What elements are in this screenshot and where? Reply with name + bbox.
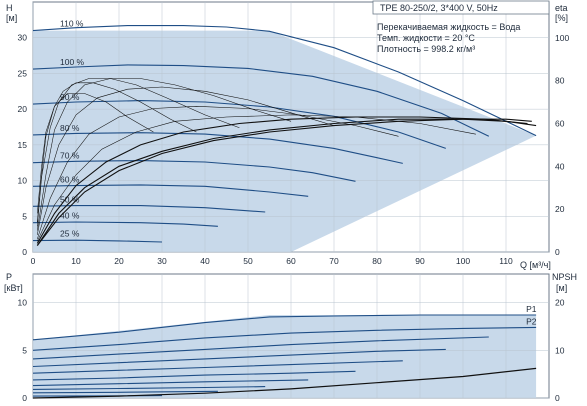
pump-curve-label: 80 % (60, 123, 80, 133)
power-curve-p2 (32, 326, 537, 351)
top-panel: 110 % 100 % 90 % 80 % 70 % 60 % 50 % 40 % 25 % 0… (6, 0, 570, 270)
power-curve-label: P2 (526, 316, 537, 326)
x-tick-label: 80 (372, 256, 382, 266)
npsh-tick-label: 10 (555, 345, 565, 355)
npsh-line (32, 367, 537, 399)
pump-curve-label: 40 % (60, 211, 80, 221)
pump-curve-label: 25 % (60, 229, 80, 239)
x-tick-label: 30 (157, 256, 167, 266)
pump-curve-label: 110 % (60, 19, 84, 29)
eta-axis-unit: [%] (555, 13, 568, 23)
chart-title: TPE 80-250/2, 3*400 V, 50Hz (380, 3, 498, 13)
head-tick-label: 5 (22, 211, 27, 221)
temperature-annotation: Темп. жидкости = 20 °C (377, 33, 475, 43)
pump-curve-label: 90 % (60, 92, 80, 102)
fluid-annotation: Перекачиваемая жидкость = Вода (377, 22, 520, 32)
power-curve (32, 360, 403, 374)
eta-tick-label: 20 (555, 204, 565, 214)
head-axis-name: H (6, 3, 13, 13)
pump-curve-label: 70 % (60, 151, 80, 161)
x-tick-label: 70 (329, 256, 339, 266)
x-tick-label: 100 (456, 256, 470, 266)
eta-axis-name: eta (555, 3, 568, 13)
power-area (33, 315, 537, 398)
efficiency-curves (36, 78, 537, 246)
npsh-curve (32, 367, 537, 399)
power-curve-p1 (32, 314, 537, 341)
pump-curve-label: 100 % (60, 57, 85, 67)
pump-curve-70 (32, 160, 356, 182)
eta-tick-label: 0 (555, 247, 560, 257)
power-curve-label: P1 (526, 304, 537, 314)
eta-tick-label: 100 (555, 33, 569, 43)
efficiency-curve (37, 93, 154, 214)
head-tick-label: 15 (18, 140, 28, 150)
head-axis-unit: [м] (6, 13, 17, 23)
pump-curve-110 (32, 25, 537, 137)
x-tick-label: 0 (31, 256, 36, 266)
head-tick-label: 20 (18, 104, 28, 114)
power-tick-label: 5 (22, 345, 27, 355)
head-tick-label: 10 (18, 176, 28, 186)
power-curve (32, 379, 309, 387)
x-tick-label: 10 (71, 256, 81, 266)
flow-axis-label: Q [м³/ч] (520, 260, 551, 270)
power-tick-label: 0 (22, 393, 27, 403)
x-tick-label: 110 (499, 256, 513, 266)
x-tick-label: 60 (286, 256, 296, 266)
efficiency-curve (37, 86, 335, 235)
npsh-tick-label: 20 (555, 298, 565, 308)
top-axis-ticks: 0 10 20 30 40 50 60 70 80 90 100 110 0 5 10 15 20 25 30 0 20… (18, 33, 570, 266)
power-axis-unit: [кВт] (4, 283, 23, 293)
bottom-axis-ticks: 0 5 10 0 10 20 (18, 298, 565, 403)
npsh-tick-label: 0 (555, 393, 560, 403)
power-curve (32, 370, 356, 381)
efficiency-curve (37, 78, 240, 227)
x-tick-label: 50 (243, 256, 253, 266)
chart-title-box (372, 0, 550, 15)
x-tick-label: 40 (200, 256, 210, 266)
pump-curve-90 (32, 100, 446, 149)
x-tick-label: 90 (415, 256, 425, 266)
npsh-axis-name: NPSH (552, 272, 577, 282)
pump-curve-60 (32, 184, 309, 197)
power-curve (32, 390, 218, 394)
efficiency-curve (37, 106, 399, 240)
power-axis-name: P (6, 272, 12, 282)
eta-tick-label: 80 (555, 76, 565, 86)
power-envelope (33, 315, 537, 398)
bottom-gridlines (32, 274, 549, 399)
head-tick-label: 25 (18, 68, 28, 78)
power-curve (32, 348, 446, 368)
pump-curve-50 (32, 205, 266, 213)
efficiency-curve (37, 82, 197, 223)
npsh-axis-unit: [м] (556, 283, 567, 293)
pump-curve-25 (32, 239, 163, 243)
density-annotation: Плотность = 998.2 кг/м³ (377, 44, 475, 54)
eta-tick-label: 40 (555, 161, 565, 171)
eta-tick-label: 60 (555, 118, 565, 128)
power-curve (32, 386, 266, 390)
power-tick-label: 10 (18, 298, 28, 308)
pump-curve-label: 60 % (60, 174, 80, 184)
head-tick-label: 30 (18, 33, 28, 43)
power-curve (32, 336, 489, 360)
x-tick-label: 20 (114, 256, 124, 266)
head-tick-label: 0 (22, 247, 27, 257)
pump-curve-label: 50 % (60, 194, 80, 204)
efficiency-curve (36, 116, 528, 244)
pump-curve-40 (32, 221, 218, 227)
pump-curve-100 (32, 64, 490, 137)
